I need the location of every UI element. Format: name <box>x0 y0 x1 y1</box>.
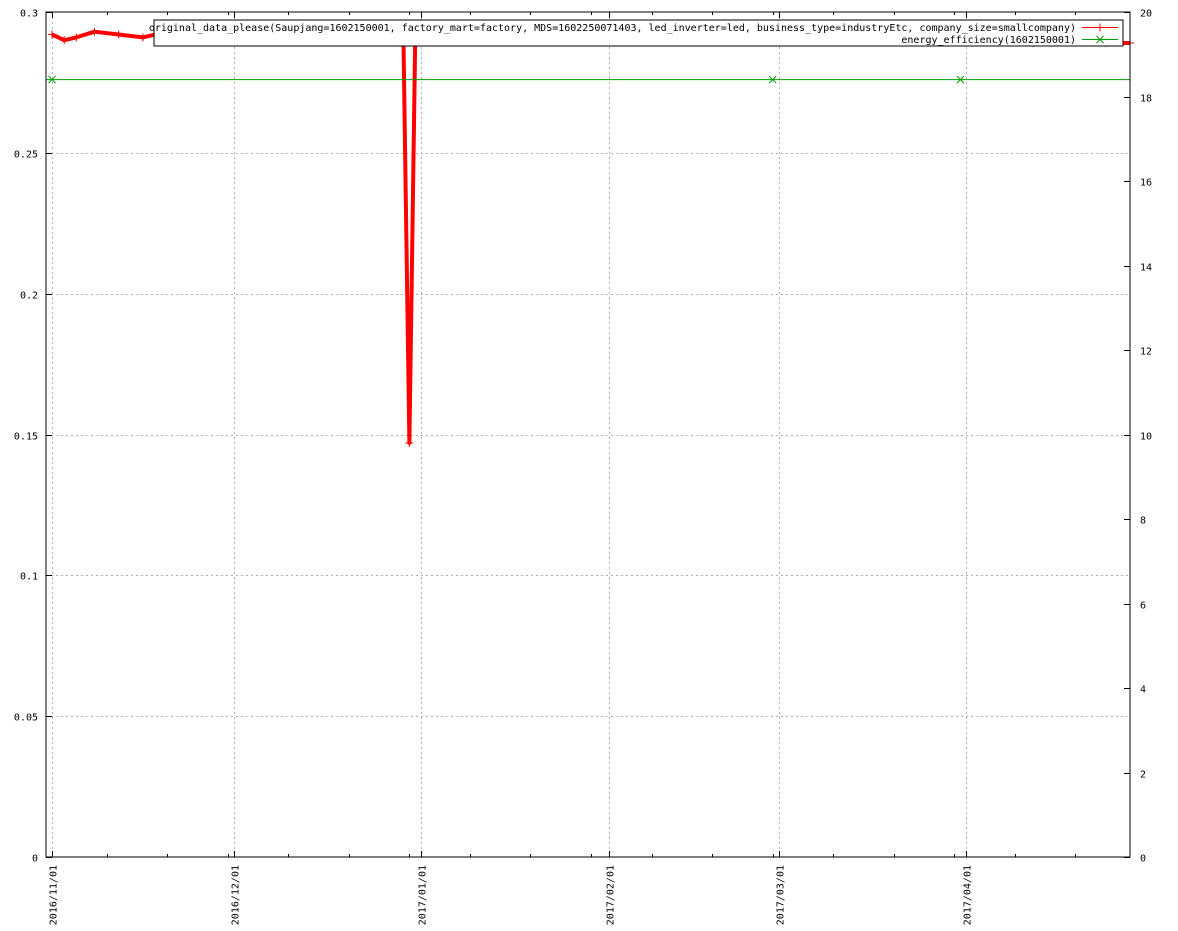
x-tick-label: 2017/04/01 <box>963 865 974 925</box>
data-point-energy-efficiency <box>956 75 965 84</box>
data-point-original-data <box>72 33 81 42</box>
y2-tick-label: 8 <box>1140 516 1146 527</box>
y2-tick-label: 16 <box>1140 178 1152 189</box>
data-point-energy-efficiency <box>48 75 56 84</box>
legend: original_data_please(Saupjang=1602150001… <box>149 19 1124 47</box>
legend-sample-energy-efficiency <box>1082 35 1118 44</box>
legend-marker-energy-efficiency <box>1096 35 1104 44</box>
x-tick-label: 2017/03/01 <box>776 865 787 925</box>
x-tick-label: 2016/12/01 <box>231 865 242 925</box>
legend-label-energy-efficiency: energy_efficiency(1602150001) <box>901 35 1076 46</box>
y2-tick-label: 6 <box>1140 601 1146 612</box>
y2-tick-label: 14 <box>1140 263 1152 274</box>
plot-area-frame <box>45 11 1131 858</box>
legend-marker-original-data <box>1096 23 1104 32</box>
y2-tick-label: 10 <box>1140 432 1152 443</box>
legend-sample-original-data <box>1082 23 1118 32</box>
data-point-original-data <box>405 438 414 447</box>
y2-tick-label: 20 <box>1140 9 1152 20</box>
y-tick-label: 0.1 <box>20 572 38 583</box>
y-tick-label: 0.25 <box>14 150 38 161</box>
x-tick-label: 2016/11/01 <box>49 865 60 925</box>
series-energy-efficiency <box>46 75 1130 84</box>
data-point-original-data <box>138 33 147 42</box>
data-point-original-data <box>114 30 123 39</box>
axes: 0 0.05 0.1 0.15 0.2 0.25 0.3 0 2 4 6 8 10 12 14 16 18 20 2… <box>14 9 1152 926</box>
data-point-original-data <box>90 27 99 36</box>
data-point-energy-efficiency <box>768 75 777 84</box>
y2-tick-label: 4 <box>1140 685 1146 696</box>
y-tick-label: 0.15 <box>14 432 38 443</box>
y2-tick-label: 18 <box>1140 94 1152 105</box>
data-point-original-data <box>48 30 57 39</box>
y2-tick-label: 12 <box>1140 347 1152 358</box>
y-tick-label: 0.2 <box>20 291 38 302</box>
series-original-data <box>48 19 1134 447</box>
x-tick-label: 2017/02/01 <box>606 865 617 925</box>
y-tick-label: 0.05 <box>14 713 38 724</box>
data-point-original-data <box>60 36 69 45</box>
y2-tick-label: 2 <box>1140 770 1146 781</box>
x-tick-label: 2017/01/01 <box>418 865 429 925</box>
series-line-original-data <box>51 21 1130 445</box>
series-layer <box>46 19 1134 447</box>
y2-tick-label: 0 <box>1140 854 1146 865</box>
y-tick-label: 0.3 <box>20 9 38 20</box>
legend-label-original-data: original_data_please(Saupjang=1602150001… <box>149 23 1076 34</box>
grid-lines <box>46 12 1130 857</box>
y-tick-label: 0 <box>32 854 38 865</box>
legend-box <box>153 19 1124 47</box>
